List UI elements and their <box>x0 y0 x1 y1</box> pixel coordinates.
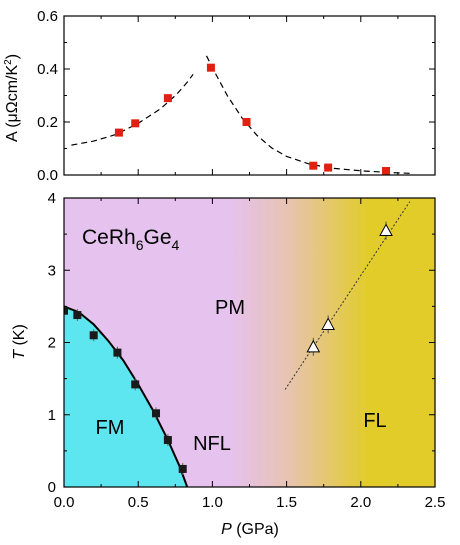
a-y-tick-label: 0.0 <box>37 167 58 184</box>
tc-point-4 <box>131 380 140 389</box>
compound-element: Ge <box>144 226 172 249</box>
y-axis-label-symbol: T <box>11 349 28 360</box>
tc-point-6 <box>163 436 172 445</box>
a-y-tick-label: 0.2 <box>37 114 58 131</box>
x-axis-label: P (GPa) <box>221 521 279 538</box>
tc-point-3 <box>113 348 122 357</box>
y-tick-label: 3 <box>48 262 56 279</box>
a-y-tick-label: 0.6 <box>37 8 58 25</box>
a-frame <box>63 15 436 176</box>
x-tick-label: 1.0 <box>202 494 223 511</box>
tc-point-5 <box>152 409 161 418</box>
a-point-6 <box>324 163 333 172</box>
compound-subscript: 4 <box>172 237 180 253</box>
y-tick-label: 2 <box>48 335 56 352</box>
a-axis-label-suffix: ) <box>4 54 21 59</box>
a-point-2 <box>163 94 172 103</box>
y-axis-label-unit: (K) <box>11 324 28 350</box>
tc-point-2 <box>89 331 98 340</box>
a-y-tick-label: 0.4 <box>37 61 58 78</box>
phase-diagram-panel: 0.0 0.5 1.0 1.5 2.0 2.5 0 1 2 3 4 P (GPa) T (K) CeRh6… <box>11 190 445 538</box>
region-label-fl: FL <box>363 410 386 432</box>
y-tick-label: 4 <box>48 190 56 207</box>
a-plot-area <box>71 55 413 175</box>
fm-region <box>64 306 188 487</box>
region-label-fm: FM <box>96 417 125 439</box>
a-axis-label: A (μΩcm/K2) <box>3 54 21 142</box>
region-label-pm: PM <box>215 297 245 319</box>
a-point-5 <box>309 161 318 170</box>
a-fit-curve-1 <box>205 55 413 174</box>
a-fit-curve-0 <box>71 73 194 146</box>
a-point-3 <box>206 63 215 72</box>
a-point-4 <box>242 118 251 126</box>
a-axis-label-prefix: A (μΩcm/K <box>4 65 21 143</box>
tc-point-0 <box>64 306 68 315</box>
x-axis-label-unit: (GPa) <box>232 521 279 538</box>
x-tick-label: 0.5 <box>128 494 149 511</box>
region-label-nfl: NFL <box>193 433 231 455</box>
a-point-0 <box>114 128 123 137</box>
tc-point-1 <box>73 311 82 320</box>
tc-point-7 <box>178 464 187 473</box>
phase-plot-area <box>64 198 435 487</box>
x-axis-label-symbol: P <box>221 521 232 538</box>
tfl-point-2 <box>379 223 393 237</box>
a-point-7 <box>382 167 391 175</box>
x-tick-label: 0.0 <box>54 494 75 511</box>
compound-element: CeRh <box>82 226 136 249</box>
a-coefficient-panel: 0.0 0.2 0.4 0.6 A (μΩcm/K2) <box>3 8 436 184</box>
tc-fit-curve <box>64 305 189 487</box>
y-axis-label: T (K) <box>11 324 28 360</box>
tfl-point-1 <box>321 317 335 330</box>
tfl-fit-line <box>284 201 411 390</box>
tfl-point-0 <box>306 339 321 353</box>
compound-label: CeRh6Ge4 <box>82 226 180 253</box>
a-point-1 <box>131 119 140 128</box>
x-tick-label: 1.5 <box>276 494 297 511</box>
y-tick-label: 0 <box>48 479 56 496</box>
x-tick-label: 2.0 <box>350 494 371 511</box>
a-axis-label-exponent: 2 <box>3 59 14 65</box>
x-tick-label: 2.5 <box>425 494 446 511</box>
y-tick-label: 1 <box>48 407 56 424</box>
compound-subscript: 6 <box>136 237 144 253</box>
